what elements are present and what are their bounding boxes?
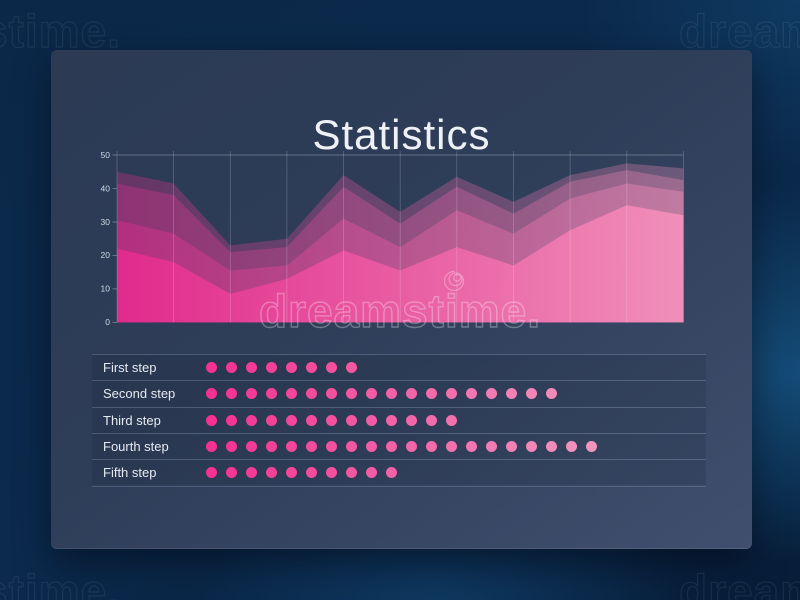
y-axis-label: 0 bbox=[105, 317, 110, 327]
y-axis-label: 30 bbox=[101, 217, 111, 227]
gridlines bbox=[116, 151, 684, 323]
page-title: Statistics bbox=[312, 111, 491, 159]
area-layers bbox=[117, 163, 684, 323]
area-chart: 0 10 20 30 40 50 bbox=[95, 145, 695, 330]
watermark-tile: dreamstime. bbox=[678, 564, 800, 600]
y-axis: 0 10 20 30 40 50 bbox=[101, 150, 117, 327]
y-axis-label: 10 bbox=[101, 284, 111, 294]
series-layer-bottom bbox=[117, 205, 684, 323]
watermark-tile: dreamstime. bbox=[0, 564, 122, 600]
y-axis-label: 50 bbox=[101, 150, 111, 160]
y-axis-label: 20 bbox=[101, 250, 111, 260]
y-axis-label: 40 bbox=[101, 183, 111, 193]
